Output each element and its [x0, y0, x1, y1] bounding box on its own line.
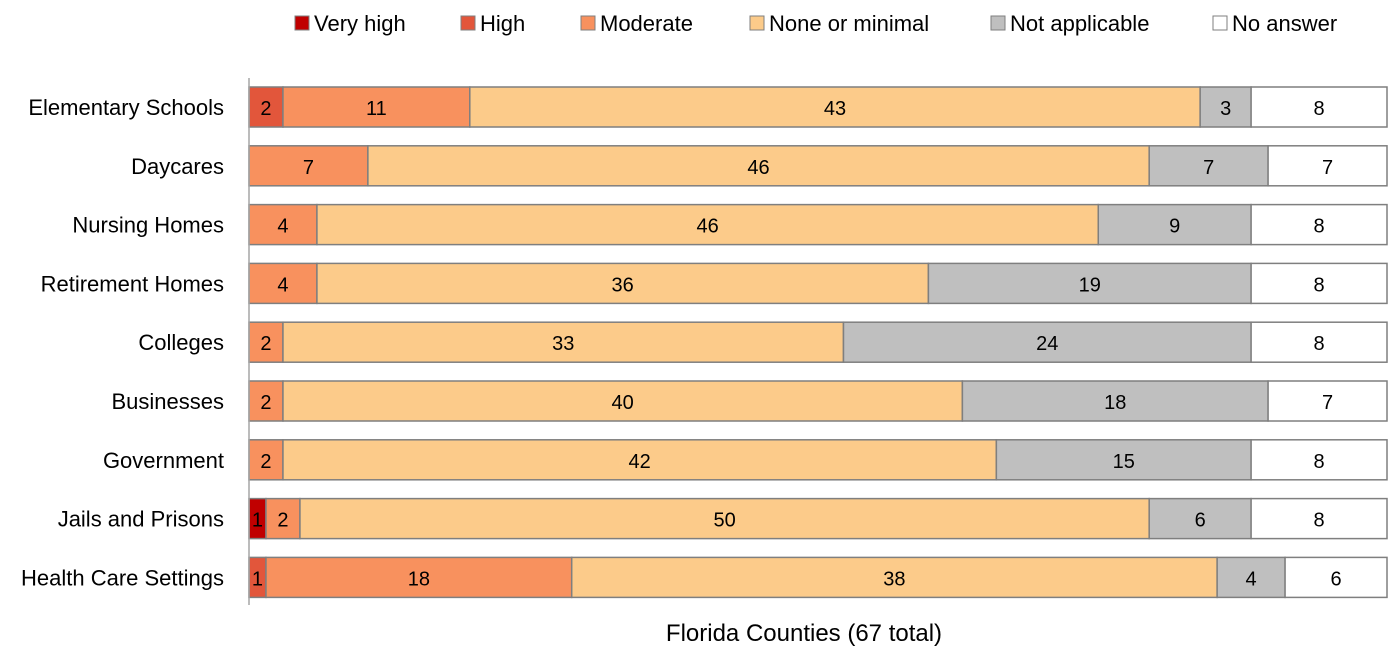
- data-label: 3: [1220, 98, 1231, 120]
- data-label: 8: [1313, 510, 1324, 532]
- bar-segment-moderate: [282, 86, 471, 128]
- bar-segment-not-applicable: [842, 321, 1252, 363]
- bar-segment-none-or-minimal: [299, 497, 1150, 540]
- data-label: 46: [696, 216, 718, 238]
- data-label: 2: [260, 333, 271, 355]
- legend-swatch-high: [460, 15, 476, 31]
- data-label: 8: [1313, 451, 1324, 473]
- data-label: 2: [260, 392, 271, 414]
- bar-segment-none-or-minimal: [570, 556, 1218, 599]
- category-label: Jails and Prisons: [58, 507, 224, 532]
- data-label: 2: [277, 510, 288, 532]
- legend-label-none-or-minimal: None or minimal: [769, 11, 929, 36]
- legend-swatch-moderate: [580, 15, 596, 31]
- data-label: 4: [1246, 568, 1257, 590]
- bar-segment-not-applicable: [995, 439, 1252, 481]
- data-label: 18: [1104, 392, 1126, 414]
- legend-swatch-not-applicable: [990, 15, 1006, 31]
- bar-segment-moderate: [265, 497, 301, 540]
- data-label: 1: [252, 568, 263, 590]
- data-label: 46: [747, 157, 769, 179]
- data-label: 50: [713, 510, 735, 532]
- bar-segment-not-applicable: [1148, 145, 1269, 187]
- bar-segment-moderate: [248, 262, 318, 305]
- bar-segment-no-answer: [1250, 262, 1388, 305]
- data-label: 6: [1195, 510, 1206, 532]
- category-label: Colleges: [138, 330, 224, 355]
- data-label: 6: [1330, 568, 1341, 590]
- data-label: 43: [824, 98, 846, 120]
- category-label: Retirement Homes: [41, 271, 224, 296]
- bar-segment-not-applicable: [927, 262, 1252, 305]
- bar-segment-none-or-minimal: [367, 145, 1150, 187]
- x-axis-title: Florida Counties (67 total): [666, 620, 942, 646]
- data-label: 2: [260, 98, 271, 120]
- data-label: 33: [552, 333, 574, 355]
- bar-segment-moderate: [248, 380, 284, 422]
- plot-area: 2 11 43 3 87 46 7 74 46 9 84 36 19 82 33 24 82 40 18 72 42 15…: [248, 86, 1388, 599]
- bar-segment-not-applicable: [1097, 203, 1252, 246]
- bar-segment-no-answer: [1267, 380, 1388, 422]
- bar-segment-no-answer: [1250, 439, 1388, 481]
- bar-segment-no-answer: [1250, 497, 1388, 540]
- data-label: 38: [883, 568, 905, 590]
- bar-segment-none-or-minimal: [469, 86, 1201, 128]
- legend-label-moderate: Moderate: [600, 11, 693, 36]
- category-label: Nursing Homes: [72, 213, 224, 238]
- data-label: 8: [1313, 274, 1324, 296]
- bar-segment-no-answer: [1250, 321, 1388, 363]
- category-label: Businesses: [111, 389, 224, 414]
- legend-swatch-very-high: [294, 15, 310, 31]
- data-label: 42: [629, 451, 651, 473]
- bar-segment-none-or-minimal: [282, 439, 998, 481]
- legend-label-no-answer: No answer: [1232, 11, 1337, 36]
- legend-label-very-high: Very high: [314, 11, 406, 36]
- category-label: Daycares: [131, 154, 224, 179]
- data-label: 9: [1169, 216, 1180, 238]
- data-label: 18: [408, 568, 430, 590]
- bar-segment-no-answer: [1284, 556, 1388, 599]
- data-label: 40: [612, 392, 634, 414]
- data-label: 24: [1036, 333, 1058, 355]
- category-axis-labels: Elementary Schools Daycares Nursing Homes R…: [21, 95, 224, 590]
- data-label: 8: [1313, 333, 1324, 355]
- data-label: 4: [277, 216, 288, 238]
- legend-swatch-none-or-minimal: [749, 15, 765, 31]
- bar-segment-no-answer: [1250, 203, 1388, 246]
- data-label: 2: [260, 451, 271, 473]
- bar-segment-none-or-minimal: [282, 380, 964, 422]
- bar-segment-none-or-minimal: [282, 321, 845, 363]
- data-label: 1: [252, 510, 263, 532]
- data-label: 7: [303, 157, 314, 179]
- category-label: Health Care Settings: [21, 565, 224, 590]
- data-label: 8: [1313, 98, 1324, 120]
- data-label: 19: [1079, 274, 1101, 296]
- data-label: 36: [612, 274, 634, 296]
- legend: Very high High Moderate None or minimal Not …: [294, 11, 1337, 36]
- category-label: Elementary Schools: [28, 95, 224, 120]
- bar-segment-no-answer: [1267, 145, 1388, 187]
- data-label: 11: [366, 98, 387, 120]
- data-label: 7: [1322, 157, 1333, 179]
- legend-label-high: High: [480, 11, 525, 36]
- bar-segment-no-answer: [1250, 86, 1388, 128]
- category-label: Government: [103, 448, 224, 473]
- legend-swatch-no-answer: [1212, 15, 1228, 31]
- data-label: 7: [1203, 157, 1214, 179]
- legend-label-not-applicable: Not applicable: [1010, 11, 1149, 36]
- data-label: 4: [277, 274, 288, 296]
- bar-segment-not-applicable: [1216, 556, 1286, 599]
- data-label: 8: [1313, 216, 1324, 238]
- data-label: 15: [1113, 451, 1135, 473]
- data-label: 7: [1322, 392, 1333, 414]
